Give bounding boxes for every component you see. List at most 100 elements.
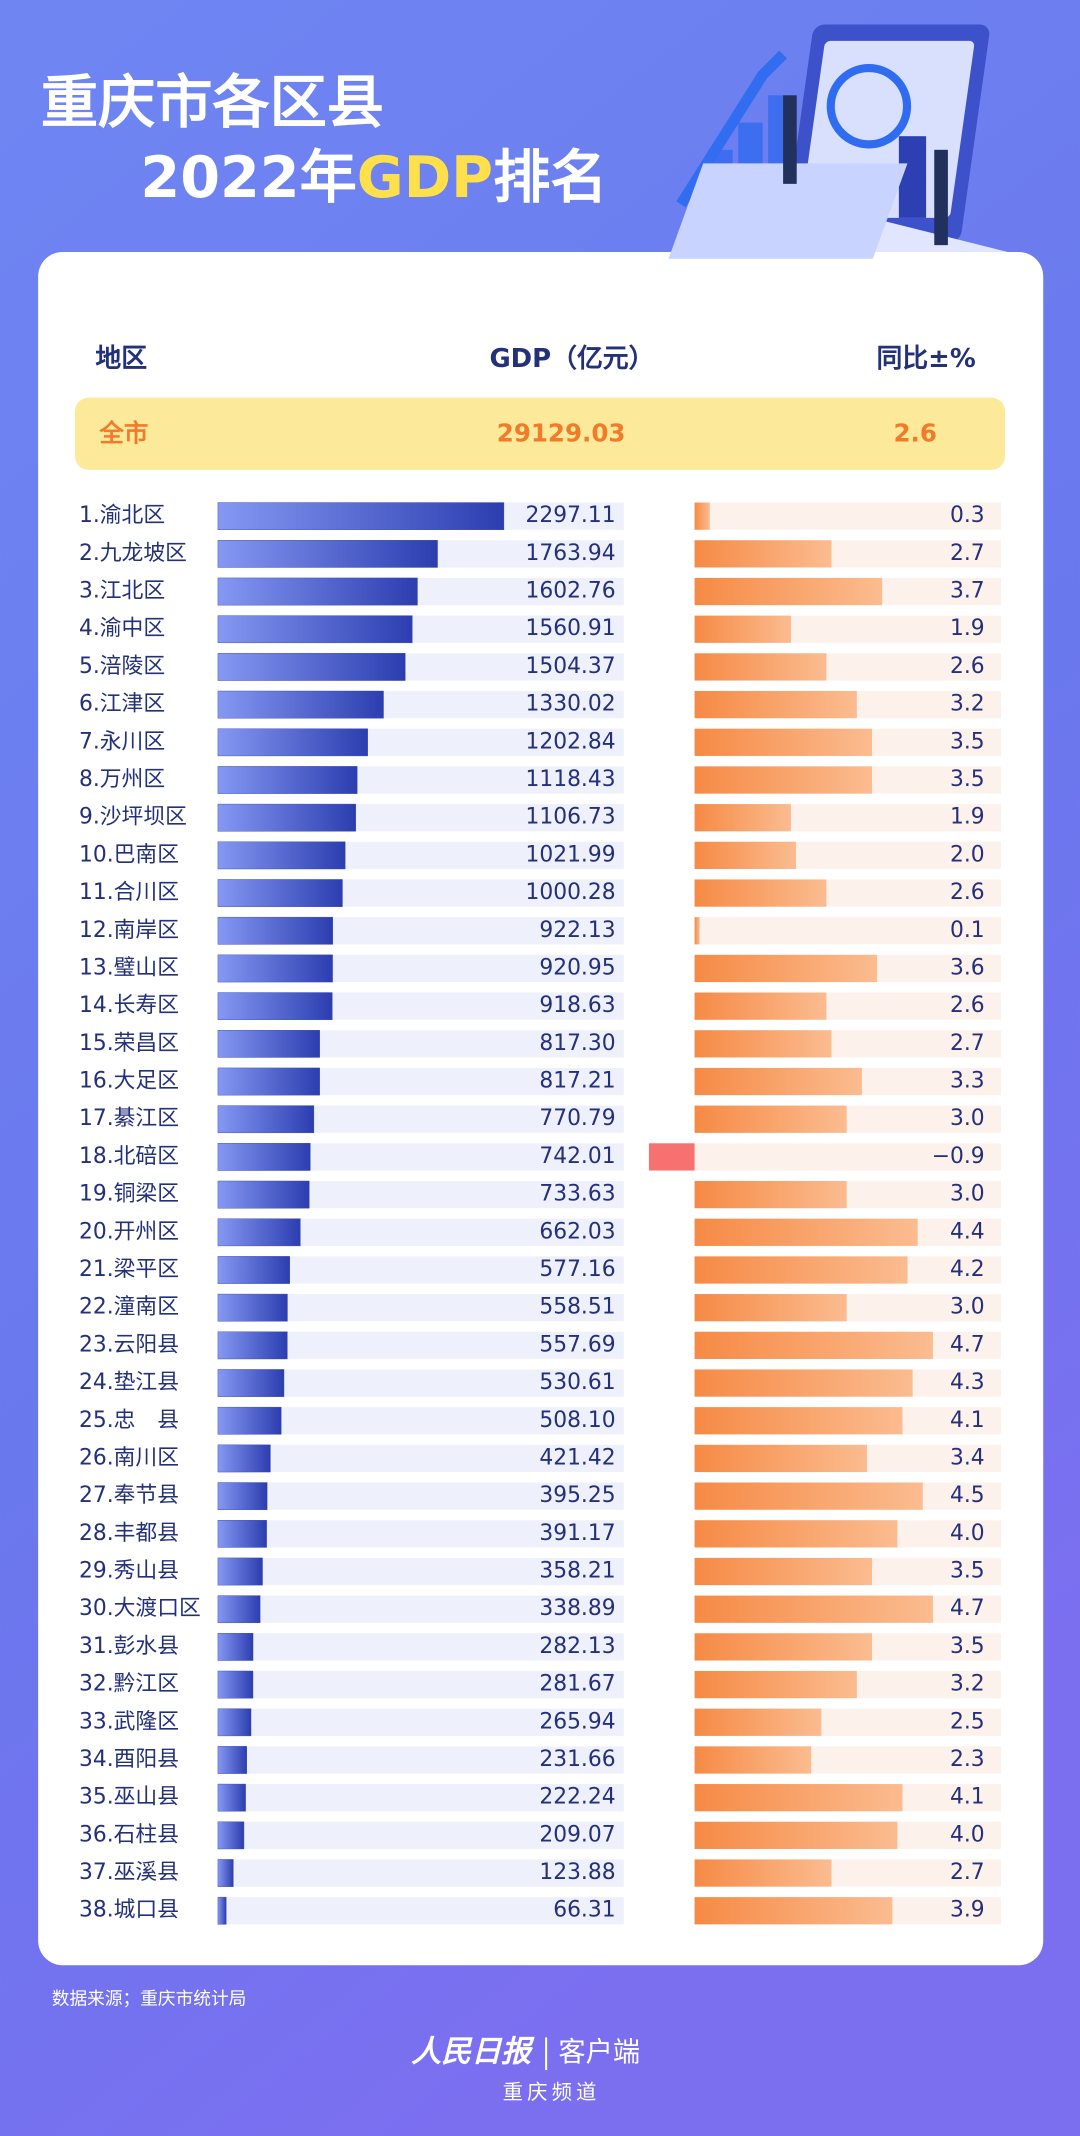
category-label: 14.长寿区 xyxy=(79,993,179,1018)
gdp-bar xyxy=(217,1821,245,1850)
gdp-value-label: 1504.37 xyxy=(526,654,616,679)
category-label: 6.江津区 xyxy=(79,692,165,717)
growth-value-label: 4.7 xyxy=(950,1332,985,1357)
growth-value-label: 3.7 xyxy=(950,579,985,604)
title-line-2: 2022年GDP排名 xyxy=(41,145,667,211)
gdp-value-label: 557.69 xyxy=(539,1332,615,1357)
growth-bar xyxy=(694,766,873,794)
growth-value-label: 3.5 xyxy=(950,1559,985,1584)
gdp-value-label: 922.13 xyxy=(539,918,615,943)
gdp-bar xyxy=(217,1444,271,1473)
growth-bar xyxy=(648,1143,695,1171)
source: 数据来源；重庆市统计局 xyxy=(52,1988,247,2009)
gdp-track xyxy=(217,1821,624,1849)
category-label: 8.万州区 xyxy=(79,767,165,792)
gdp-bar xyxy=(217,916,333,945)
category-label: 28.丰都县 xyxy=(79,1521,179,1546)
growth-value-label: 3.5 xyxy=(950,767,985,792)
gdp-track xyxy=(217,1670,624,1699)
category-label: 19.铜梁区 xyxy=(79,1182,179,1207)
growth-value-label: 3.3 xyxy=(950,1069,985,1094)
category-label: 29.秀山县 xyxy=(79,1559,179,1584)
gdp-track xyxy=(217,1482,624,1510)
title-part: 排名 xyxy=(493,145,607,211)
gdp-value-label: 209.07 xyxy=(539,1822,615,1847)
growth-track xyxy=(694,1143,1002,1171)
category-label: 26.南川区 xyxy=(79,1445,179,1470)
gdp-bar xyxy=(217,879,343,907)
brand-sub: 客户端 xyxy=(558,2037,640,2068)
growth-value-label: 2.7 xyxy=(950,541,985,566)
gdp-bar xyxy=(217,1218,301,1247)
category-label: 15.荣昌区 xyxy=(79,1031,179,1056)
gdp-bar xyxy=(217,954,333,983)
gdp-bar xyxy=(217,1143,311,1171)
gdp-track xyxy=(217,1708,624,1736)
gdp-value-label: 358.21 xyxy=(539,1559,615,1584)
header-category: 地区 xyxy=(95,344,147,374)
growth-value-label: 4.0 xyxy=(950,1822,985,1847)
category-label: 13.璧山区 xyxy=(79,955,179,980)
gdp-value-label: 558.51 xyxy=(539,1295,615,1320)
growth-value-label: 4.0 xyxy=(950,1521,985,1546)
growth-bar xyxy=(694,804,791,832)
growth-value-label: 2.6 xyxy=(950,654,985,679)
gdp-value-label: 338.89 xyxy=(539,1596,615,1621)
gdp-bar xyxy=(217,1067,320,1096)
gdp-value-label: 742.01 xyxy=(539,1144,615,1169)
growth-bar xyxy=(694,1030,832,1058)
gdp-bar xyxy=(217,1896,227,1925)
category-label: 30.大渡口区 xyxy=(79,1596,201,1621)
growth-bar xyxy=(694,1407,903,1435)
gdp-value-label: 265.94 xyxy=(539,1709,615,1734)
channel: 重庆频道 xyxy=(503,2080,601,2104)
growth-value-label: 3.6 xyxy=(950,955,985,980)
gdp-bar xyxy=(217,1369,285,1397)
growth-value-label: 3.5 xyxy=(950,729,985,754)
brand: 人民日报 xyxy=(411,2035,535,2070)
growth-bar xyxy=(694,653,827,681)
gdp-track xyxy=(217,1859,624,1887)
category-label: 20.开州区 xyxy=(79,1219,179,1244)
growth-value-label: 3.5 xyxy=(950,1634,985,1659)
gdp-bar xyxy=(217,502,505,530)
growth-bar xyxy=(694,1105,847,1133)
category-label: 25.忠 县 xyxy=(79,1408,179,1433)
growth-value-label: 3.0 xyxy=(950,1182,985,1207)
title-line-1: 重庆市各区县 xyxy=(41,70,384,136)
gdp-bar xyxy=(217,1256,290,1284)
gdp-value-label: 281.67 xyxy=(539,1672,615,1697)
category-label: 33.武隆区 xyxy=(79,1709,179,1734)
category-label: 21.梁平区 xyxy=(79,1257,179,1282)
rows: 1.渝北区 2297.11 0.3 2.九龙坡区 1763.94 2.7 3.江北区 1602… xyxy=(79,502,1002,1925)
gdp-value-label: 530.61 xyxy=(539,1370,615,1395)
gdp-bar xyxy=(217,1595,261,1624)
growth-bar xyxy=(694,1294,847,1322)
growth-value-label: 3.4 xyxy=(950,1445,985,1470)
gdp-bar xyxy=(217,1293,288,1322)
gdp-track xyxy=(217,1557,624,1586)
growth-bar xyxy=(694,992,827,1020)
growth-value-label: 3.2 xyxy=(950,692,985,717)
growth-bar xyxy=(694,1520,898,1548)
gdp-track xyxy=(217,1784,624,1812)
growth-value-label: 0.1 xyxy=(950,918,985,943)
category-label: 1.渝北区 xyxy=(79,503,165,528)
total-row xyxy=(74,397,1006,470)
gdp-bar xyxy=(217,1670,254,1699)
growth-bar xyxy=(694,615,791,643)
growth-value-label: 4.7 xyxy=(950,1596,985,1621)
gdp-track xyxy=(217,1444,624,1473)
growth-value-label: 2.3 xyxy=(950,1747,985,1772)
gdp-bar xyxy=(217,841,346,870)
category-label: 22.潼南区 xyxy=(79,1295,179,1320)
growth-value-label: −0.9 xyxy=(932,1144,985,1169)
growth-value-label: 3.2 xyxy=(950,1672,985,1697)
gdp-bar xyxy=(217,728,368,757)
growth-value-label: 0.3 xyxy=(950,503,985,528)
growth-bar xyxy=(694,1897,893,1925)
category-label: 12.南岸区 xyxy=(79,918,179,943)
growth-value-label: 4.3 xyxy=(950,1370,985,1395)
gdp-bar xyxy=(217,690,384,719)
